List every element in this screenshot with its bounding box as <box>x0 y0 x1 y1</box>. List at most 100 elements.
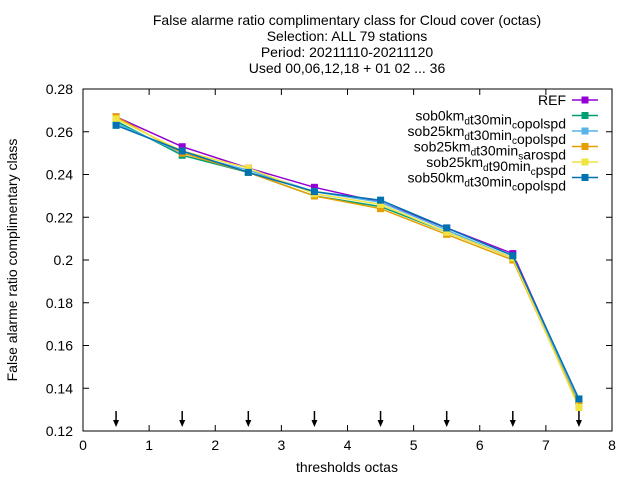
data-point <box>310 188 318 196</box>
data-point <box>244 164 252 172</box>
x-tick-label: 7 <box>542 437 550 453</box>
y-tick-label: 0.2 <box>54 252 74 268</box>
arrow-head <box>575 420 582 427</box>
legend-label-subscript: d <box>483 163 489 174</box>
data-point <box>310 183 318 191</box>
legend-label-subscript: c <box>512 136 517 147</box>
legend-label-part: t90min <box>489 158 531 174</box>
legend-label-subscript: c <box>531 167 536 178</box>
legend-label-part: pspd <box>536 162 566 178</box>
legend-entry: sob50kmdt30mincopolspd <box>408 170 598 194</box>
legend-entry: sob0kmdt30mincopolspd <box>415 108 598 132</box>
legend-label-part: opolspd <box>517 131 566 147</box>
legend-label-part: opolspd <box>517 116 566 132</box>
legend-entry: REF <box>538 92 598 108</box>
x-tick-label: 0 <box>79 437 87 453</box>
axes: 0 1 2 3 4 5 6 7 8 0.12 0.14 0.16 0.18 0.2 0.22 0.24 0.26… <box>46 81 616 453</box>
legend-entry: sob25kmdt90mincpspd <box>426 154 598 178</box>
legend-label-part: sob25km <box>414 139 471 155</box>
x-tick-label: 1 <box>145 437 153 453</box>
data-point <box>377 205 385 213</box>
data-point <box>178 147 186 155</box>
legend-label-part: opolspd <box>517 178 566 194</box>
data-point <box>377 200 385 208</box>
legend-label: sob25kmdt30mincopolspd <box>408 123 566 147</box>
data-point <box>443 224 451 232</box>
legend-label-part: t30min <box>470 112 512 128</box>
legend-label-subscript: d <box>464 117 470 128</box>
legend-entry: sob25kmdt30mincopolspd <box>408 123 598 147</box>
title-line-3: Period: 20211110-20211120 <box>261 44 434 60</box>
arrow-head <box>311 420 318 427</box>
data-point <box>575 395 583 403</box>
legend-label-part: sob25km <box>426 154 483 170</box>
legend-label-part: t30min <box>470 127 512 143</box>
arrow-head <box>179 420 186 427</box>
legend-label-subscript: c <box>512 183 517 194</box>
y-tick-label: 0.14 <box>46 380 73 396</box>
legend-swatch-marker <box>581 174 589 181</box>
arrow-head <box>113 420 120 427</box>
chart-title: False alarme ratio complimentary class f… <box>153 12 541 76</box>
legend-label-part: sob0km <box>415 108 464 124</box>
down-arrow-icon <box>575 411 582 427</box>
legend-label: sob25kmdt90mincpspd <box>426 154 566 178</box>
x-tick-label: 5 <box>410 437 418 453</box>
y-tick-label: 0.18 <box>46 295 73 311</box>
legend: REFsob0kmdt30mincopolspdsob25kmdt30minco… <box>408 92 598 194</box>
down-arrow-icon <box>311 411 318 427</box>
legend-swatch-marker <box>581 96 589 104</box>
legend-label-part: sob25km <box>408 123 465 139</box>
series-line <box>115 124 580 400</box>
legend-entry: sob25kmdt30minsarospd <box>414 139 598 163</box>
legend-label: sob0kmdt30mincopolspd <box>415 108 566 132</box>
legend-label-subscript: c <box>512 121 517 132</box>
legend-label-part: sob50km <box>408 170 465 186</box>
series-line <box>115 116 580 406</box>
legend-label-part: arospd <box>523 147 566 163</box>
y-tick-label: 0.12 <box>46 423 73 439</box>
data-point <box>178 143 186 151</box>
x-tick-label: 2 <box>211 437 219 453</box>
down-arrow-icon <box>509 411 516 427</box>
legend-swatch-marker <box>581 143 589 150</box>
legend-label: sob25kmdt30minsarospd <box>414 139 566 163</box>
legend-label-part: t30min <box>470 174 512 190</box>
legend-label-part: REF <box>538 92 566 108</box>
series-line <box>115 116 580 402</box>
data-point <box>112 115 120 123</box>
legend-swatch-marker <box>581 112 589 119</box>
data-point <box>112 121 120 129</box>
legend-label: REF <box>538 92 566 108</box>
x-tick-label: 4 <box>344 437 352 453</box>
data-point <box>509 252 517 260</box>
data-point <box>377 196 385 204</box>
down-arrow-icon <box>113 411 120 427</box>
legend-label-subscript: s <box>518 152 523 163</box>
down-arrow-icon <box>245 411 252 427</box>
y-tick-label: 0.24 <box>46 167 73 183</box>
legend-label-subscript: d <box>464 179 470 190</box>
y-tick-label: 0.22 <box>46 209 73 225</box>
down-arrow-icon <box>377 411 384 427</box>
down-arrow-icon <box>443 411 450 427</box>
y-axis-label: False alarme ratio complimentary class <box>4 139 20 382</box>
x-tick-label: 6 <box>476 437 484 453</box>
arrow-head <box>245 420 252 427</box>
title-line-4: Used 00,06,12,18 + 01 02 ... 36 <box>249 60 446 76</box>
legend-label-subscript: d <box>464 132 470 143</box>
legend-swatch-marker <box>581 127 589 135</box>
x-tick-label: 3 <box>277 437 285 453</box>
legend-label: sob50kmdt30mincopolspd <box>408 170 566 194</box>
data-point <box>443 228 451 236</box>
y-tick-label: 0.26 <box>46 124 73 140</box>
arrow-head <box>509 420 516 427</box>
x-axis-label: thresholds octas <box>296 459 398 475</box>
legend-label-part: t30min <box>476 143 518 159</box>
data-point <box>575 403 583 411</box>
plot-area <box>112 113 583 427</box>
data-point <box>244 168 252 176</box>
y-tick-label: 0.28 <box>46 81 73 97</box>
legend-label-subscript: d <box>471 148 477 159</box>
